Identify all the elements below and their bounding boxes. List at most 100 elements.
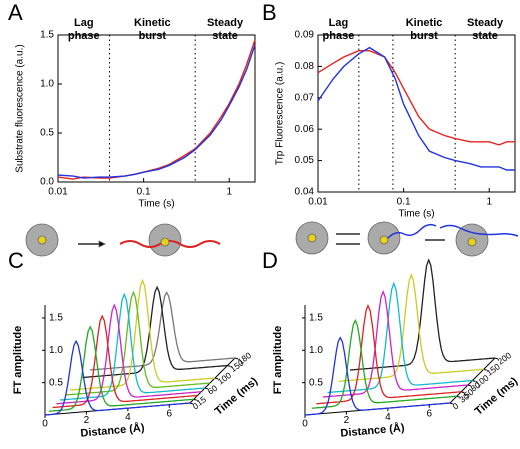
ft-trace [44,339,191,416]
x-axis-label: Time (s) [138,199,174,210]
phase-label: Steady [207,17,244,29]
schematic-d [295,221,519,257]
ft-trace [59,292,206,401]
phase-label: Kinetic [406,17,443,29]
y-tick-label: 0.09 [295,30,315,41]
time-tick [234,357,239,360]
phase-label: state [212,30,238,42]
ft-trace [52,314,198,409]
phase-label: Steady [467,17,504,29]
x-tick-label: 0.1 [397,197,411,208]
ligand [467,237,477,247]
time-tick-label: 0 [191,400,201,411]
phase-label: phase [68,30,100,42]
x-tick-label: 6 [167,408,173,419]
ligand [37,235,47,245]
ft-trace [82,285,228,379]
time-tick [189,402,194,405]
y-tick-label: 0.05 [295,155,315,166]
phase-label: Lag [74,17,94,29]
y-tick-label: 0.5 [49,377,63,388]
time-tick-label: 100 [216,370,234,386]
time-tick [461,391,465,394]
series-line [317,46,515,171]
series-line [317,50,515,146]
y-tick-label: 0.04 [295,187,315,198]
phase-label: Kinetic [134,17,171,29]
ft-trace [56,303,202,405]
time-tick [193,398,197,401]
panel-label: B [262,0,277,25]
phase-label: state [472,30,498,42]
x-tick-label: 0.01 [48,187,68,198]
ft-trace [89,291,236,371]
ft-trace [322,289,469,398]
y-tick-label: 0.07 [295,92,315,103]
time-tick [214,377,219,380]
ft-trace [304,336,451,416]
x-tick-label: 2 [84,415,90,426]
y-axis-label: FT amplitude [12,326,24,394]
x-tick-label: 2 [344,415,350,426]
series-line [57,44,256,179]
time-tick-label: 0 [451,400,461,411]
time-tick [467,384,472,387]
ligand [160,237,170,247]
phase-label: burst [139,30,167,42]
x-tick-label: 6 [427,408,433,419]
y-tick-label: 0.0 [40,177,54,188]
time-tick [483,368,487,371]
x-tick-label: 0 [42,419,48,430]
ft-trace [69,278,216,391]
phase-label: Lag [329,17,349,29]
y-tick-label: 0.08 [295,61,315,72]
x-tick-label: 1 [226,187,232,198]
y-tick-label: 1.0 [49,345,63,356]
plot-frame [57,34,256,183]
panel-label: A [8,0,23,25]
time-tick [227,365,231,367]
x-tick-label: 0.1 [137,187,151,198]
time-tick [456,395,460,398]
x-axis-label: Distance (Å) [340,421,405,440]
x-tick-label: 4 [125,412,131,423]
ft-trace [338,273,484,382]
phase-label: burst [410,30,438,42]
time-tick [204,387,209,390]
schematic-c [25,223,221,257]
x-tick-label: 1 [486,197,492,208]
panel-label: C [8,248,24,273]
x-axis-label: Distance (Å) [80,421,145,440]
y-tick-label: 1.5 [49,313,63,324]
substrate [387,223,437,239]
ft-trace [349,258,496,371]
ligand [379,235,389,245]
time-tick [472,380,476,382]
ft-trace [311,318,457,409]
x-tick-label: 4 [385,412,391,423]
time-tick [494,357,499,360]
y-tick-label: 0.5 [309,377,323,388]
panel-label: D [262,248,278,273]
y-tick-label: 1.0 [40,79,54,90]
y-tick-label: 1.5 [309,313,323,324]
y-tick-label: 0.5 [40,128,54,139]
y-tick-label: 1.0 [309,345,323,356]
y-tick-label: 1.5 [40,30,54,41]
time-tick-label: 200 [496,350,514,366]
ft-trace [327,281,473,394]
y-axis-label: Trp Fluorescence (a.u.) [275,62,286,166]
x-tick-label: 0.01 [308,197,328,208]
y-axis-label: Substrate fluorescence (a.u.) [15,44,26,172]
y-tick-label: 0.06 [295,124,315,135]
plot-frame [317,34,516,193]
phase-label: phase [323,30,355,42]
time-tick [449,402,454,405]
ligand [307,233,317,243]
y-axis-label: FT amplitude [272,326,284,394]
x-tick-label: 0 [302,419,308,430]
series-line [57,39,256,180]
ft-trace [48,325,194,412]
substrate [119,240,221,248]
